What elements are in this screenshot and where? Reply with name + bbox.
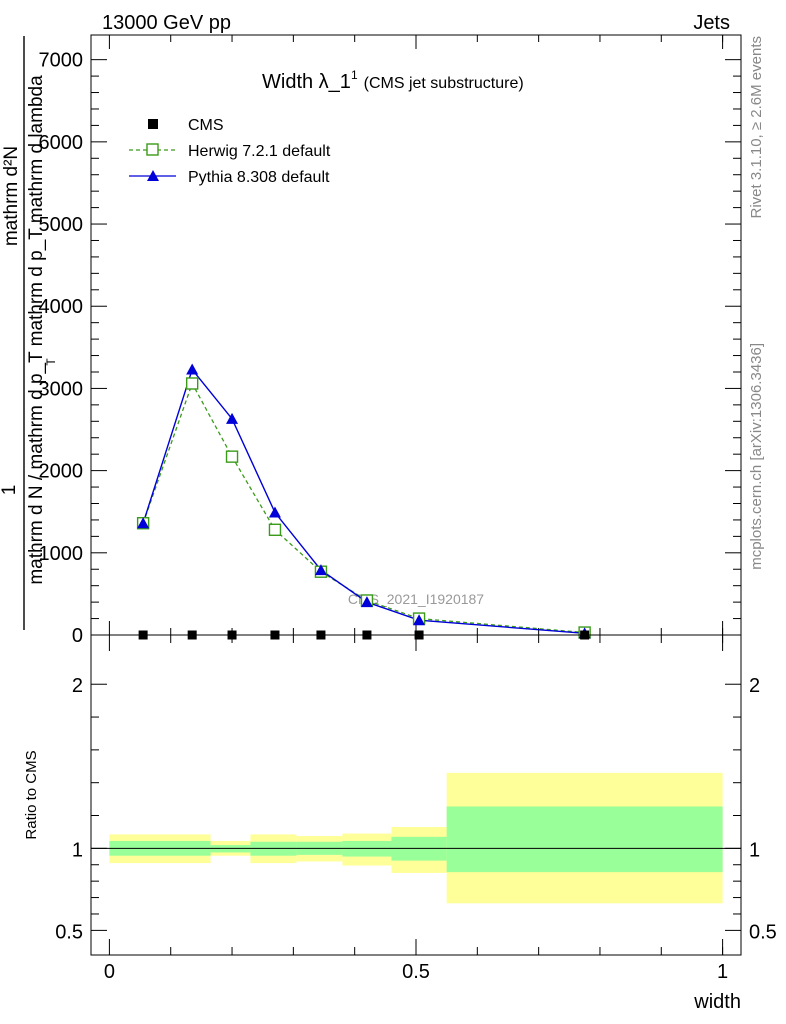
- main-y-tick-label: 4000: [39, 296, 84, 318]
- main-y-tick-label: 3000: [39, 378, 84, 400]
- main-y-tick-label: 7000: [39, 50, 84, 72]
- ratio-y-tick-label-right: 0.5: [749, 921, 777, 943]
- pythia-series-line: [142, 368, 585, 635]
- main-series-group: [136, 363, 591, 640]
- main-y-tick-label: 5000: [39, 214, 84, 236]
- header-left-label: 13000 GeV pp: [102, 12, 231, 34]
- main-title-suffix: (CMS jet substructure): [364, 75, 524, 92]
- ratio-y-axis: 0.5 0.5 1 1 2 2: [55, 675, 777, 943]
- x-tick-label: 0: [104, 961, 115, 983]
- legend-marker-pythia: [147, 170, 159, 181]
- ratio-bands: [109, 772, 723, 904]
- x-tick-label: 1: [717, 961, 728, 983]
- legend-marker-cms: [148, 119, 158, 129]
- header-right-label: Jets: [693, 12, 730, 34]
- ratio-y-axis-label: Ratio to CMS: [23, 750, 40, 839]
- ratio-panel: 0.5 0.51 12 2 0 0.5 1 Ratio to CMS width: [23, 634, 777, 1013]
- main-title-text: Width λ_1: [262, 71, 351, 93]
- main-ylabel-prefix: 1: [0, 485, 20, 496]
- pythia-point: [413, 614, 426, 626]
- main-ylabel-main: mathrm d N / mathrm d p_T mathrm d p_T m…: [26, 75, 47, 585]
- ratio-y-tick-label-right: 2: [749, 675, 760, 697]
- ratio-x-axis: 0 0.5 1: [104, 635, 728, 983]
- legend: CMS Herwig 7.2.1 default Pythia 8.308 de…: [129, 117, 331, 186]
- ratio-y-tick-label-right: 1: [749, 839, 760, 861]
- ratio-y-tick-label: 1: [72, 839, 83, 861]
- herwig-point: [185, 377, 199, 390]
- legend-label-herwig: Herwig 7.2.1 default: [188, 143, 331, 160]
- main-ylabel-subscript: T: [44, 358, 58, 366]
- herwig-point: [225, 450, 239, 463]
- mcplots-label: mcplots.cern.ch [arXiv:1306.3436]: [748, 343, 765, 570]
- pythia-point: [268, 506, 281, 518]
- main-y-tick-label: 6000: [39, 132, 84, 154]
- main-y-tick-label: 0: [72, 625, 83, 647]
- watermark-label: CMS_2021_I1920187: [348, 591, 484, 607]
- x-tick-label: 0.5: [402, 961, 430, 983]
- pythia-point: [360, 596, 373, 608]
- herwig-series-line: [142, 381, 585, 634]
- pythia-point: [137, 517, 150, 529]
- main-title-superscript: 1: [351, 68, 358, 82]
- pythia-point: [314, 564, 327, 576]
- pythia-point: [186, 363, 199, 375]
- ratio-y-tick-label: 2: [72, 675, 83, 697]
- ratio-y-tick-label: 0.5: [55, 921, 83, 943]
- ratio-inner-band: [446, 806, 723, 873]
- main-panel: 0 1000 2000 3000 4000 5000 6000 7000 CMS_2021_I…: [0, 34, 742, 647]
- main-y-axis: 0 1000 2000 3000 4000 5000 6000 7000: [39, 35, 741, 647]
- pythia-point: [226, 412, 239, 424]
- rivet-version-label: Rivet 3.1.10, ≥ 2.6M events: [748, 36, 765, 219]
- main-y-axis-label: 1 mathrm d²N mathrm d N / mathrm d p_T m…: [0, 36, 58, 630]
- legend-label-pythia: Pythia 8.308 default: [188, 169, 330, 186]
- legend-marker-herwig: [146, 143, 159, 156]
- main-y-tick-label: 1000: [39, 543, 84, 565]
- main-title: Width λ_11 (CMS jet substructure): [262, 68, 524, 93]
- main-y-tick-label: 2000: [39, 461, 84, 483]
- herwig-point: [268, 523, 282, 536]
- main-ylabel-numerator: mathrm d²N: [1, 146, 22, 246]
- x-axis-label: width: [693, 991, 741, 1013]
- legend-label-cms: CMS: [188, 117, 224, 134]
